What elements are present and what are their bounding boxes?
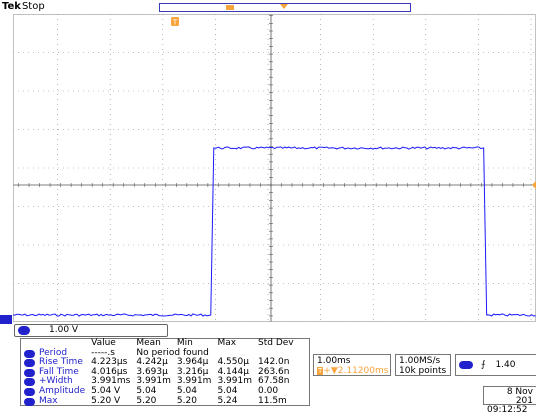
channel-1-ground-marker[interactable] bbox=[0, 315, 12, 324]
graticule-frame bbox=[13, 14, 536, 322]
meas-max: 4.550µ bbox=[217, 357, 249, 368]
trigger-readout[interactable]: ⨍ 1.40 bbox=[455, 354, 536, 376]
meas-name: +Width bbox=[21, 377, 88, 387]
measurement-table[interactable]: Value Mean Min Max Std Dev Period -----.… bbox=[20, 338, 310, 406]
graticule-svg: T bbox=[13, 14, 536, 322]
meas-min: 5.04 bbox=[176, 385, 197, 396]
measurement-row-positive-width[interactable]: +Width 3.991ms 3.991m 3.991m 3.991m 67.5… bbox=[21, 377, 297, 387]
meas-name: Rise Time bbox=[21, 358, 88, 368]
meas-std: 11.5m bbox=[258, 395, 287, 406]
col-header-std-dev: Std Dev bbox=[258, 338, 294, 348]
meas-name: Fall Time bbox=[21, 367, 88, 378]
readout-panel: 1.00 V Value Mean Min Max Std Dev Period… bbox=[0, 322, 536, 415]
brand-text: Tek bbox=[2, 1, 21, 12]
meas-value: 4.016µs bbox=[91, 366, 128, 377]
meas-mean: 4.242µ bbox=[136, 357, 168, 368]
trigger-delay-icon: T bbox=[317, 367, 324, 375]
horizontal-delay: T+▼2.11200ms bbox=[317, 366, 389, 376]
measurement-row-fall-time[interactable]: Fall Time 4.016µs 3.693µ 3.216µ 4.144µ 2… bbox=[21, 366, 297, 378]
acquisition-readout[interactable]: 1.00MS/s 10k points bbox=[395, 354, 451, 376]
meas-mean: 5.04 bbox=[136, 385, 157, 396]
meas-name: Max bbox=[21, 396, 88, 407]
date-time-readout: 8 Nov 201 09:12:52 bbox=[483, 386, 536, 415]
measurement-row-amplitude[interactable]: Amplitude 5.04 V 5.04 5.04 5.04 0.00 bbox=[21, 385, 297, 397]
meas-value: -----.s bbox=[91, 347, 115, 358]
meas-name: Period bbox=[21, 348, 88, 359]
meas-min: 5.20 bbox=[176, 395, 197, 406]
meas-std: 142.0n bbox=[258, 357, 290, 368]
meas-max: 5.24 bbox=[217, 395, 238, 406]
date-label: 8 Nov 201 bbox=[506, 387, 533, 406]
measurement-row-period[interactable]: Period -----.s No period found bbox=[21, 347, 297, 359]
meas-mean: 5.20 bbox=[136, 395, 157, 406]
meas-max: 3.991m bbox=[217, 376, 252, 387]
meas-mean: 3.991m bbox=[136, 376, 171, 387]
channel-scale-value: 1.00 V bbox=[49, 325, 79, 335]
sample-rate: 1.00MS/s bbox=[399, 356, 441, 366]
meas-min: 3.216µ bbox=[176, 366, 209, 377]
meas-note: No period found bbox=[136, 347, 209, 358]
meas-min: 3.991m bbox=[176, 376, 212, 387]
meas-value: 4.223µs bbox=[91, 357, 128, 368]
meas-std: 0.00 bbox=[258, 385, 279, 396]
waveform-display[interactable]: T bbox=[13, 14, 536, 322]
channel-1-scale-readout[interactable]: 1.00 V bbox=[14, 324, 168, 337]
trigger-source-badge-icon bbox=[459, 360, 473, 369]
trigger-position-marker-icon bbox=[171, 17, 179, 26]
measurement-row-max[interactable]: Max 5.20 V 5.20 5.20 5.24 11.5m bbox=[21, 395, 297, 407]
delay-prefix: +▼ bbox=[323, 366, 338, 376]
trigger-position-arrow-icon bbox=[280, 4, 288, 9]
meas-value: 3.991ms bbox=[91, 376, 131, 387]
meas-name: Amplitude bbox=[21, 386, 88, 397]
trigger-level-arrow-icon bbox=[532, 181, 536, 189]
horizontal-timebase-readout[interactable]: 1.00ms T+▼2.11200ms bbox=[313, 354, 391, 376]
trigger-level: 1.40 bbox=[495, 360, 516, 370]
channel-1-trace bbox=[13, 146, 536, 317]
col-header-max: Max bbox=[217, 338, 237, 348]
meas-std: 263.6n bbox=[258, 366, 290, 377]
time-per-division: 1.00ms bbox=[317, 356, 351, 366]
trigger-slope-icon: ⨍ bbox=[480, 360, 486, 370]
delay-value: 2.11200ms bbox=[337, 366, 389, 376]
time-label: 09:12:52 bbox=[487, 405, 528, 415]
meas-value: 5.04 V bbox=[91, 385, 121, 396]
channel-1-badge-icon bbox=[18, 326, 30, 335]
meas-min: 3.964µ bbox=[176, 357, 209, 368]
measurement-header-row: Value Mean Min Max Std Dev bbox=[21, 338, 297, 349]
record-length: 10k points bbox=[399, 366, 447, 376]
meas-value: 5.20 V bbox=[91, 395, 121, 406]
meas-mean: 3.693µ bbox=[136, 366, 168, 377]
record-window-indicator[interactable] bbox=[226, 5, 234, 10]
meas-std: 67.58n bbox=[258, 376, 290, 387]
acquisition-state: Stop bbox=[21, 1, 45, 12]
meas-max: 4.144µ bbox=[217, 366, 249, 377]
meas-max: 5.04 bbox=[217, 385, 238, 396]
brand-label: TekStop bbox=[2, 0, 45, 13]
col-header-min: Min bbox=[176, 338, 193, 348]
measurement-row-rise-time[interactable]: Rise Time 4.223µs 4.242µ 3.964µ 4.550µ 1… bbox=[21, 358, 297, 368]
col-header-mean: Mean bbox=[136, 338, 161, 348]
trigger-position-marker-label: T bbox=[172, 19, 178, 27]
col-header-value: Value bbox=[91, 338, 116, 348]
status-bar: TekStop bbox=[0, 0, 536, 14]
